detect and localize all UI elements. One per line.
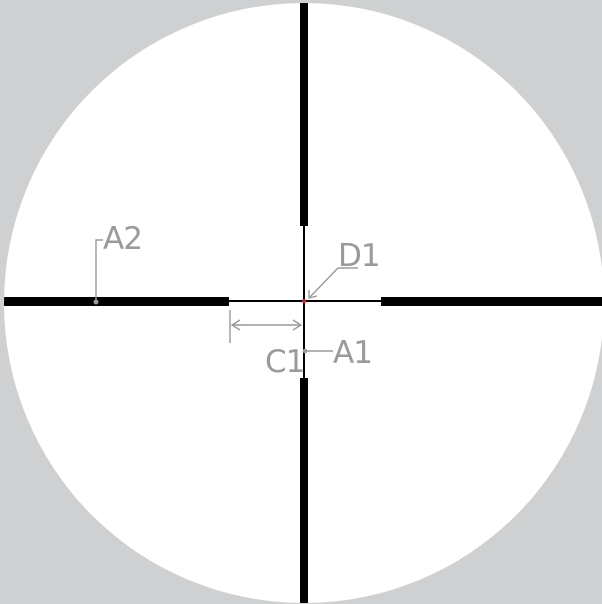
post-right <box>381 297 602 306</box>
d1-annotation <box>308 267 358 299</box>
d1-label: D1 <box>338 238 380 274</box>
a1-label: A1 <box>333 335 372 371</box>
post-bottom <box>300 378 308 603</box>
c1-label: C1 <box>265 344 304 380</box>
post-left <box>4 297 229 306</box>
a1-pointer-dot <box>302 348 308 354</box>
a2-annotation <box>95 239 103 302</box>
post-top <box>300 3 308 226</box>
a2-label: A2 <box>103 221 142 257</box>
a2-pointer-dot <box>93 299 99 305</box>
center-dot <box>301 298 307 304</box>
c1-dimension <box>229 310 303 343</box>
